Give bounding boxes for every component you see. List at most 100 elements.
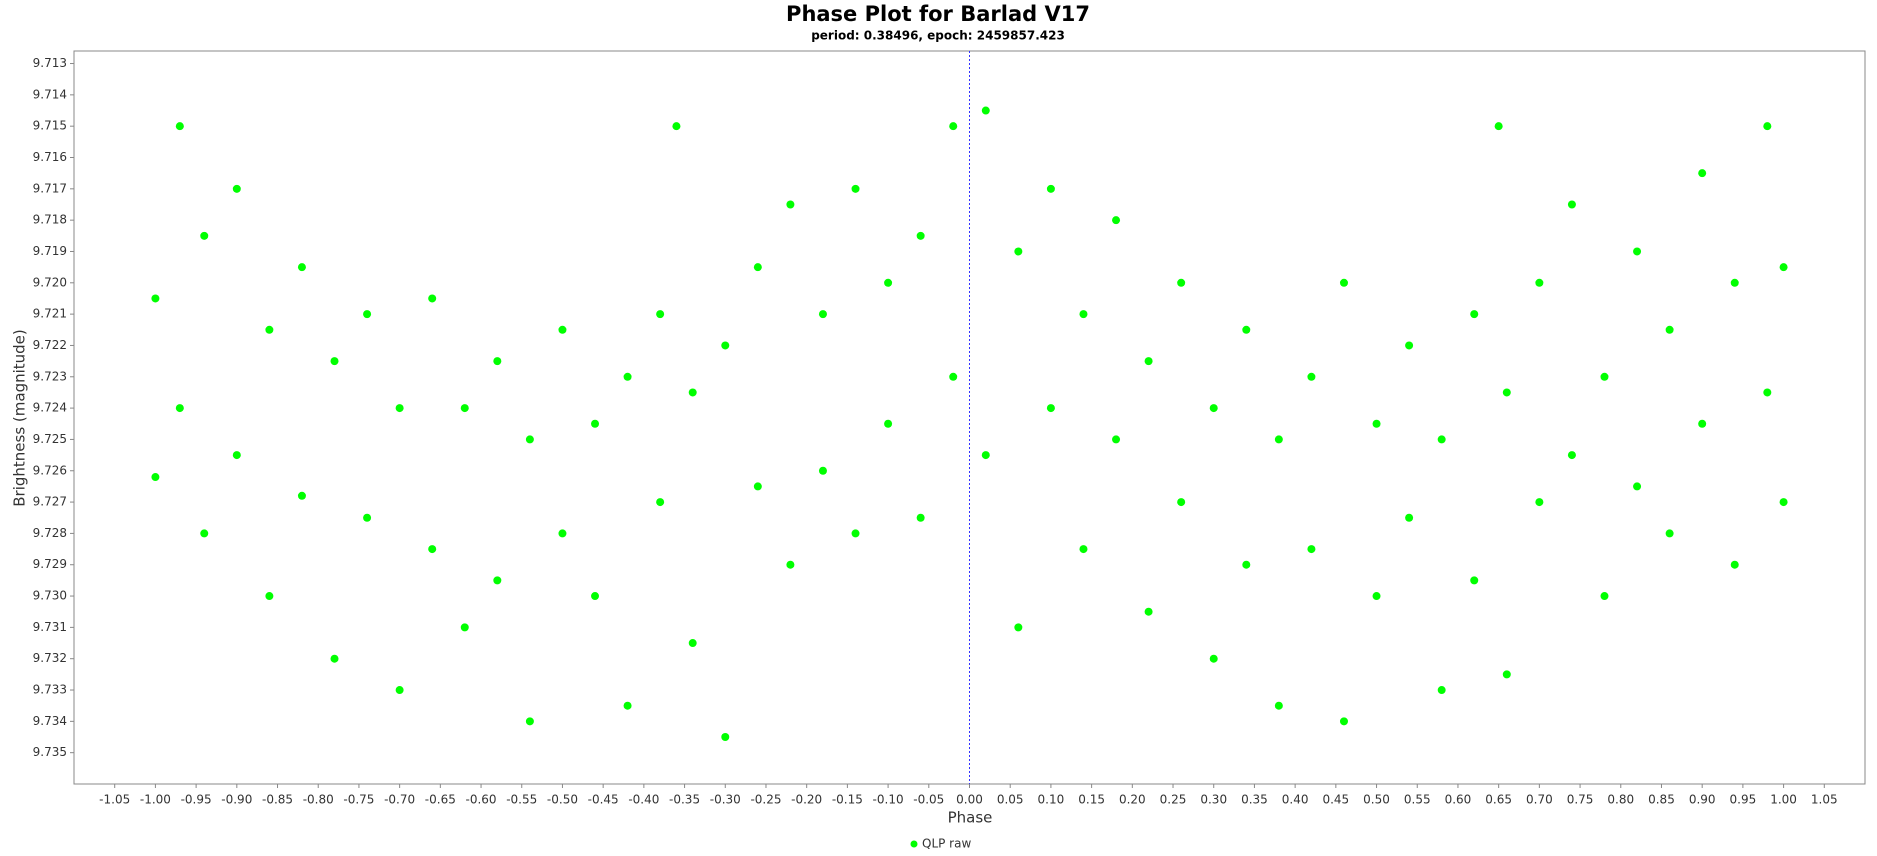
- data-point: [786, 200, 795, 209]
- data-point: [1405, 513, 1414, 522]
- data-point: [200, 231, 209, 240]
- data-point: [1079, 545, 1088, 554]
- x-tick-label: 0.65: [1485, 793, 1512, 807]
- data-point: [753, 263, 762, 272]
- x-tick-label: -0.25: [750, 793, 781, 807]
- data-point: [949, 372, 958, 381]
- data-point: [1177, 498, 1186, 507]
- data-point: [851, 184, 860, 193]
- data-point: [232, 184, 241, 193]
- data-point: [1339, 717, 1348, 726]
- data-point: [1535, 278, 1544, 287]
- x-tick-label: -0.30: [710, 793, 741, 807]
- data-point: [297, 263, 306, 272]
- x-tick-label: 0.35: [1241, 793, 1268, 807]
- data-point: [1242, 325, 1251, 334]
- data-point: [623, 372, 632, 381]
- data-point: [818, 310, 827, 319]
- data-point: [297, 491, 306, 500]
- legend-label: QLP raw: [922, 837, 971, 851]
- data-point: [1730, 278, 1739, 287]
- x-tick-label: 0.50: [1363, 793, 1390, 807]
- x-tick-label: 0.15: [1078, 793, 1105, 807]
- data-point: [1274, 701, 1283, 710]
- y-tick-label: 9.721: [33, 307, 67, 321]
- y-tick-label: 9.723: [33, 369, 67, 383]
- data-point: [1698, 169, 1707, 178]
- x-tick-label: 1.05: [1811, 793, 1838, 807]
- x-tick-label: -0.65: [425, 793, 456, 807]
- y-tick-label: 9.729: [33, 557, 67, 571]
- data-point: [1014, 247, 1023, 256]
- data-point: [1307, 372, 1316, 381]
- x-tick-label: -0.95: [181, 793, 212, 807]
- chart-title: Phase Plot for Barlad V17: [786, 2, 1090, 26]
- data-point: [395, 404, 404, 413]
- data-point: [1470, 576, 1479, 585]
- y-tick-label: 9.733: [33, 683, 67, 697]
- data-point: [884, 419, 893, 428]
- x-tick-label: -0.40: [628, 793, 659, 807]
- data-point: [460, 404, 469, 413]
- data-point: [1339, 278, 1348, 287]
- data-point: [1437, 435, 1446, 444]
- data-point: [721, 733, 730, 742]
- data-point: [916, 513, 925, 522]
- data-point: [1779, 498, 1788, 507]
- data-point: [786, 560, 795, 569]
- y-tick-label: 9.713: [33, 56, 67, 70]
- data-point: [1665, 529, 1674, 538]
- data-point: [1567, 451, 1576, 460]
- x-tick-label: 0.10: [1038, 793, 1065, 807]
- x-tick-label: 0.25: [1160, 793, 1187, 807]
- y-tick-label: 9.724: [33, 401, 67, 415]
- data-point: [1177, 278, 1186, 287]
- data-point: [1665, 325, 1674, 334]
- y-tick-label: 9.718: [33, 213, 67, 227]
- y-tick-label: 9.716: [33, 150, 67, 164]
- x-tick-label: -0.35: [669, 793, 700, 807]
- data-point: [1144, 357, 1153, 366]
- data-point: [1079, 310, 1088, 319]
- data-point: [428, 545, 437, 554]
- data-point: [428, 294, 437, 303]
- data-point: [981, 451, 990, 460]
- data-point: [151, 294, 160, 303]
- data-point: [1144, 607, 1153, 616]
- series-points: [151, 106, 1788, 742]
- data-point: [175, 404, 184, 413]
- data-point: [1470, 310, 1479, 319]
- x-tick-label: -0.70: [384, 793, 415, 807]
- data-point: [916, 231, 925, 240]
- data-point: [1633, 482, 1642, 491]
- data-point: [1372, 592, 1381, 601]
- data-point: [1209, 654, 1218, 663]
- data-point: [721, 341, 730, 350]
- x-tick-label: -0.15: [832, 793, 863, 807]
- data-point: [200, 529, 209, 538]
- x-tick-label: 0.75: [1567, 793, 1594, 807]
- data-point: [1600, 592, 1609, 601]
- y-tick-label: 9.722: [33, 338, 67, 352]
- data-point: [460, 623, 469, 632]
- x-tick-label: 0.95: [1730, 793, 1757, 807]
- chart-subtitle: period: 0.38496, epoch: 2459857.423: [811, 29, 1065, 43]
- data-point: [884, 278, 893, 287]
- data-point: [1437, 686, 1446, 695]
- data-point: [1405, 341, 1414, 350]
- data-point: [1633, 247, 1642, 256]
- data-point: [151, 473, 160, 482]
- y-tick-label: 9.719: [33, 244, 67, 258]
- data-point: [1779, 263, 1788, 272]
- data-point: [1112, 435, 1121, 444]
- data-point: [175, 122, 184, 131]
- data-point: [1698, 419, 1707, 428]
- legend-marker: [910, 840, 918, 848]
- data-point: [851, 529, 860, 538]
- x-tick-label: 0.05: [997, 793, 1024, 807]
- data-point: [1014, 623, 1023, 632]
- data-point: [330, 654, 339, 663]
- x-tick-label: -0.20: [791, 793, 822, 807]
- data-point: [591, 592, 600, 601]
- data-point: [493, 576, 502, 585]
